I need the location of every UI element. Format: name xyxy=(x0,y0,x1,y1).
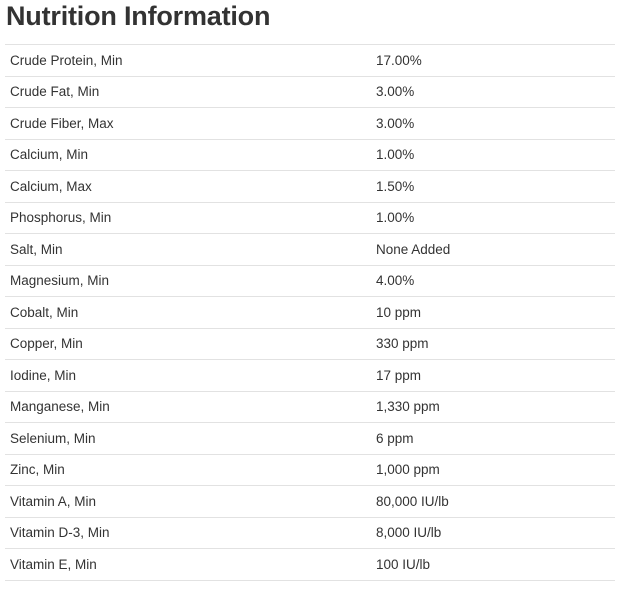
nutrient-name: Vitamin E, Min xyxy=(10,556,97,572)
nutrient-value: 80,000 IU/lb xyxy=(376,493,449,509)
nutrient-value: 1.50% xyxy=(376,178,415,194)
table-row: Zinc, Min 1,000 ppm xyxy=(5,455,615,486)
nutrient-value: 6 ppm xyxy=(376,430,414,446)
nutrient-value: 17.00% xyxy=(376,52,422,68)
table-row: Manganese, Min 1,330 ppm xyxy=(5,392,615,423)
table-row: Calcium, Max 1.50% xyxy=(5,171,615,203)
table-row: Crude Fat, Min 3.00% xyxy=(5,77,615,108)
table-row: Magnesium, Min 4.00% xyxy=(5,266,615,297)
nutrient-value: 3.00% xyxy=(376,84,415,100)
nutrient-name: Magnesium, Min xyxy=(10,273,110,289)
nutrient-value: 1.00% xyxy=(376,210,415,226)
nutrient-name: Crude Protein, Min xyxy=(10,52,123,68)
nutrient-value: 330 ppm xyxy=(376,336,429,352)
table-row: Vitamin A, Min 80,000 IU/lb xyxy=(5,486,615,518)
nutrient-name: Crude Fat, Min xyxy=(10,84,100,100)
nutrient-value: 1,330 ppm xyxy=(376,399,440,415)
nutrient-value: 100 IU/lb xyxy=(376,556,431,572)
table-row: Selenium, Min 6 ppm xyxy=(5,423,615,455)
nutrient-name: Manganese, Min xyxy=(10,399,110,415)
table-row: Phosphorus, Min 1.00% xyxy=(5,203,615,234)
nutrient-name: Calcium, Min xyxy=(10,147,89,163)
page-title: Nutrition Information xyxy=(6,1,271,31)
table-row: Vitamin D-3, Min 8,000 IU/lb xyxy=(5,518,615,549)
table-row: Copper, Min 330 ppm xyxy=(5,329,615,360)
nutrient-name: Salt, Min xyxy=(10,241,63,257)
table-row: Vitamin E, Min 100 IU/lb xyxy=(5,549,615,581)
nutrient-value: 17 ppm xyxy=(376,367,422,383)
table-row: Calcium, Min 1.00% xyxy=(5,140,615,171)
nutrient-name: Zinc, Min xyxy=(10,462,65,478)
nutrient-name: Phosphorus, Min xyxy=(10,210,112,226)
table-row: Salt, Min None Added xyxy=(5,234,615,266)
nutrient-name: Crude Fiber, Max xyxy=(10,115,114,131)
nutrient-value: 4.00% xyxy=(376,273,415,289)
nutrient-name: Copper, Min xyxy=(10,336,83,352)
nutrient-value: 1,000 ppm xyxy=(376,462,440,478)
nutrient-name: Cobalt, Min xyxy=(10,304,79,320)
table-row: Crude Fiber, Max 3.00% xyxy=(5,108,615,140)
nutrient-value: 3.00% xyxy=(376,115,415,131)
table-row: Iodine, Min 17 ppm xyxy=(5,360,615,392)
nutrient-name: Calcium, Max xyxy=(10,178,92,194)
table-row: Crude Protein, Min 17.00% xyxy=(5,45,615,77)
nutrient-value: 1.00% xyxy=(376,147,415,163)
nutrient-value: 8,000 IU/lb xyxy=(376,525,442,541)
nutrient-name: Selenium, Min xyxy=(10,430,96,446)
table-row: Cobalt, Min 10 ppm xyxy=(5,297,615,329)
nutrient-value: None Added xyxy=(376,241,451,257)
nutrient-name: Iodine, Min xyxy=(10,367,77,383)
nutrient-value: 10 ppm xyxy=(376,304,422,320)
nutrient-name: Vitamin D-3, Min xyxy=(10,525,110,541)
nutrition-table: Crude Protein, Min 17.00% Crude Fat, Min 3.… xyxy=(5,44,615,581)
nutrient-name: Vitamin A, Min xyxy=(10,493,97,509)
